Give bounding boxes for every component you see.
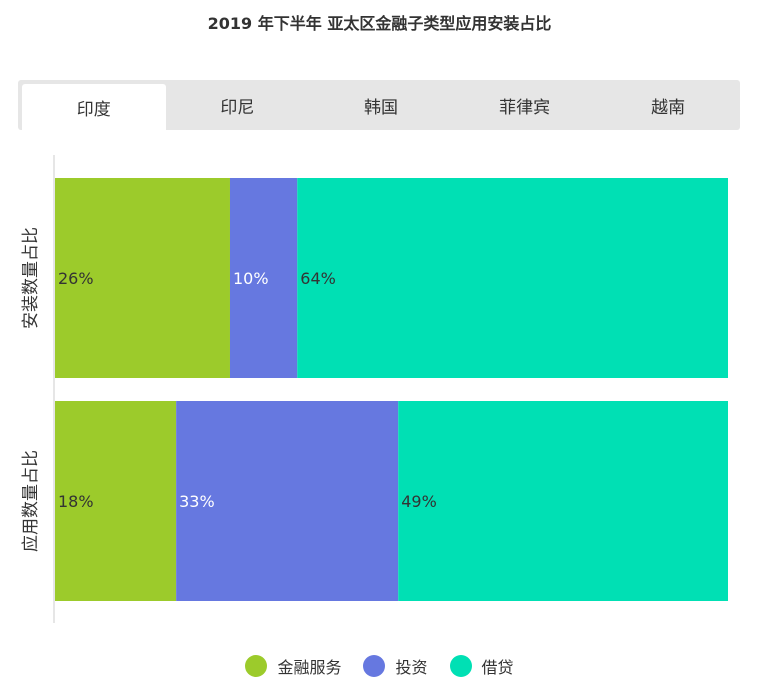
legend-swatch-financial-services — [245, 655, 268, 677]
chart-legend: 金融服务 投资 借贷 — [0, 654, 759, 678]
data-label-0-0: 26% — [58, 269, 94, 288]
tab-korea[interactable]: 韩国 — [363, 97, 398, 118]
bar-segment-1-1[interactable] — [176, 401, 399, 601]
legend-item-financial-services[interactable]: 金融服务 — [245, 654, 341, 678]
legend-label-lending: 借贷 — [481, 658, 514, 677]
legend-swatch-investment — [363, 655, 386, 677]
category-label-1: 应用数量占比 — [21, 450, 41, 552]
legend-item-investment[interactable]: 投资 — [363, 654, 428, 678]
tab-vietnam[interactable]: 越南 — [651, 97, 686, 118]
bar-segment-0-0[interactable] — [55, 178, 230, 378]
bar-segment-1-2[interactable] — [398, 401, 728, 601]
bar-segment-0-1[interactable] — [229, 178, 298, 378]
category-label-0: 安装数量占比 — [21, 227, 41, 329]
legend-label-investment: 投资 — [395, 658, 428, 677]
legend-label-financial-services: 金融服务 — [277, 658, 342, 677]
tab-indonesia[interactable]: 印尼 — [220, 97, 255, 118]
bar-segment-1-0[interactable] — [55, 401, 177, 601]
stacked-bar-chart: 26% 10% 64% 安装数量占比 18% 33% 49% 应用数量占比 — [21, 155, 728, 623]
data-label-1-0: 18% — [58, 492, 94, 511]
data-label-0-1: 10% — [233, 269, 269, 288]
tab-philippines[interactable]: 菲律宾 — [499, 97, 551, 118]
legend-swatch-lending — [449, 655, 472, 677]
legend-item-lending[interactable]: 借贷 — [449, 654, 514, 678]
data-label-1-1: 33% — [179, 492, 215, 511]
bar-segment-0-2[interactable] — [297, 178, 728, 378]
data-label-0-2: 64% — [300, 269, 336, 288]
chart-title: 2019 年下半年 亚太区金融子类型应用安装占比 — [207, 14, 552, 33]
tab-india[interactable]: 印度 — [22, 84, 166, 130]
country-tabs: 印度 印尼 韩国 菲律宾 越南 — [18, 80, 740, 130]
data-label-1-2: 49% — [401, 492, 437, 511]
